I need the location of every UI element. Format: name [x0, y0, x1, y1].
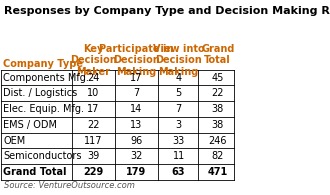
Text: 32: 32 — [130, 151, 142, 161]
Text: Elec. Equip. Mfg.: Elec. Equip. Mfg. — [3, 104, 84, 114]
Text: 63: 63 — [172, 167, 185, 177]
Text: Key
Decision
Maker: Key Decision Maker — [70, 44, 117, 77]
Text: 22: 22 — [212, 88, 224, 98]
Text: 82: 82 — [212, 151, 224, 161]
Text: 13: 13 — [130, 120, 142, 130]
Text: 117: 117 — [84, 136, 103, 145]
Text: 7: 7 — [133, 88, 139, 98]
Text: 22: 22 — [87, 120, 100, 130]
Text: 17: 17 — [87, 104, 99, 114]
Text: 246: 246 — [209, 136, 227, 145]
Text: 7: 7 — [176, 104, 182, 114]
Text: 5: 5 — [176, 88, 182, 98]
Text: OEM: OEM — [3, 136, 25, 145]
Text: 471: 471 — [208, 167, 228, 177]
Text: 17: 17 — [130, 73, 142, 82]
Text: 10: 10 — [87, 88, 99, 98]
Text: 4: 4 — [176, 73, 182, 82]
Text: Semiconductors: Semiconductors — [3, 151, 82, 161]
Text: 33: 33 — [173, 136, 185, 145]
Text: 39: 39 — [87, 151, 99, 161]
Text: Company Type: Company Type — [3, 59, 82, 69]
Text: View into
Decision
Making: View into Decision Making — [153, 44, 204, 77]
Text: 38: 38 — [212, 104, 224, 114]
Text: Responses by Company Type and Decision Making Role: Responses by Company Type and Decision M… — [4, 6, 330, 16]
Text: Participate in
Decision
Making: Participate in Decision Making — [99, 44, 173, 77]
Text: 14: 14 — [130, 104, 142, 114]
Text: 96: 96 — [130, 136, 142, 145]
Text: 229: 229 — [83, 167, 103, 177]
Text: 24: 24 — [87, 73, 99, 82]
Text: EMS / ODM: EMS / ODM — [3, 120, 57, 130]
Text: 11: 11 — [173, 151, 185, 161]
Text: Source: VentureOutsource.com: Source: VentureOutsource.com — [4, 181, 135, 190]
Text: Grand Total: Grand Total — [3, 167, 67, 177]
Text: 38: 38 — [212, 120, 224, 130]
Text: 45: 45 — [212, 73, 224, 82]
Text: 179: 179 — [126, 167, 146, 177]
Text: Grand
Total: Grand Total — [201, 44, 234, 65]
Text: Dist. / Logistics: Dist. / Logistics — [3, 88, 78, 98]
Text: 3: 3 — [176, 120, 182, 130]
Text: Components Mfg.: Components Mfg. — [3, 73, 89, 82]
